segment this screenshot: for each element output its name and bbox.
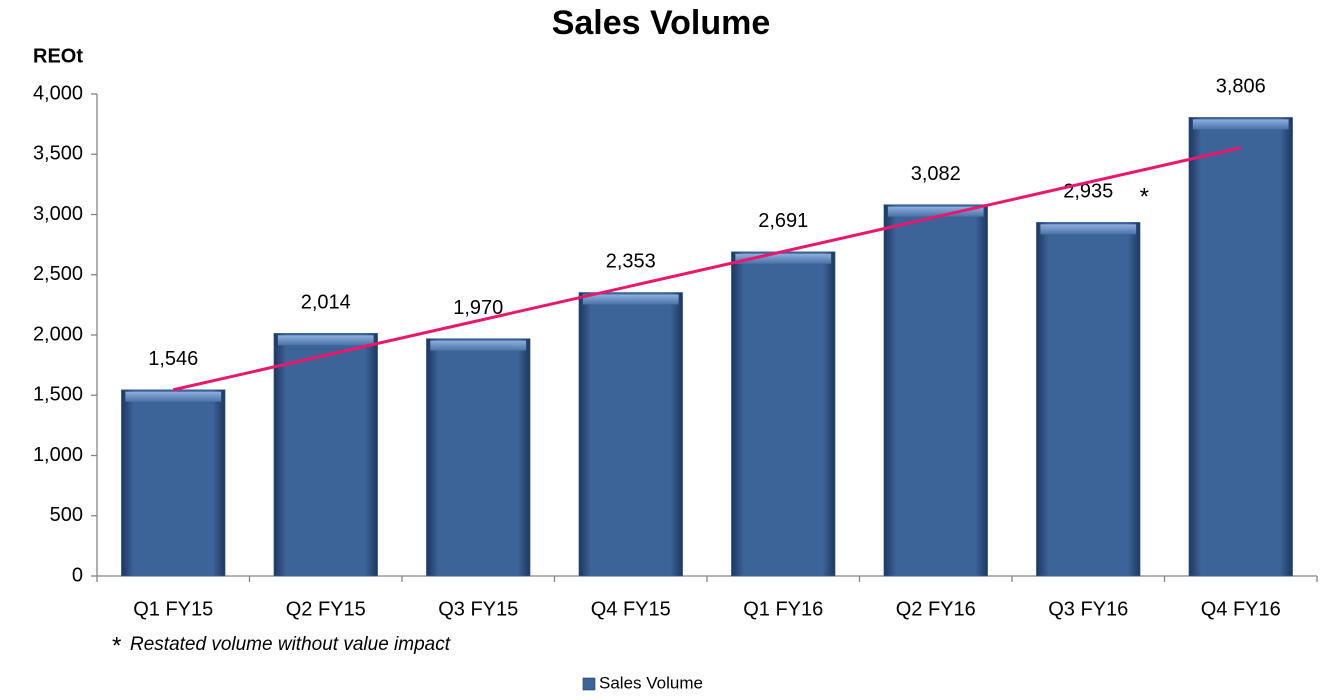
y-tick-label: 1,000 <box>33 444 83 466</box>
trendline <box>172 146 1242 392</box>
y-tick-label: 4,000 <box>33 82 83 104</box>
footnote: Restated volume without value impact <box>130 634 451 655</box>
x-tick-label: Q3 FY16 <box>1048 598 1128 620</box>
x-tick-label: Q1 FY16 <box>743 598 823 620</box>
bar-cap <box>277 335 374 346</box>
value-label: 2,935 <box>1063 181 1113 203</box>
x-tick-label: Q4 FY15 <box>591 598 671 620</box>
y-tick-label: 3,000 <box>33 203 83 225</box>
legend-swatch <box>582 677 596 691</box>
bar <box>1036 222 1141 577</box>
x-tick-label: Q1 FY15 <box>133 598 213 620</box>
bar <box>731 251 836 577</box>
bar-cap <box>1040 224 1137 235</box>
value-label: 1,970 <box>453 297 503 319</box>
bar <box>578 292 683 577</box>
footnote-marker: * <box>112 632 121 659</box>
bar-cap <box>887 206 984 217</box>
bar <box>273 333 378 577</box>
x-tick-label: Q3 FY15 <box>438 598 518 620</box>
value-label: 1,546 <box>148 348 198 370</box>
x-tick-label: Q2 FY15 <box>286 598 366 620</box>
y-tick-label: 1,500 <box>33 384 83 406</box>
value-label: 2,353 <box>606 251 656 273</box>
bar-cap <box>125 391 222 402</box>
bar-cap <box>735 253 832 264</box>
value-label: 2,691 <box>758 210 808 232</box>
bar <box>1188 117 1293 577</box>
bar-cap <box>430 340 527 351</box>
annotation: * <box>1140 184 1149 211</box>
legend-label: Sales Volume <box>599 673 703 692</box>
bar-cap <box>582 294 679 305</box>
value-label: 3,082 <box>911 163 961 185</box>
y-tick-label: 2,500 <box>33 263 83 285</box>
value-label: 2,014 <box>301 292 351 314</box>
y-tick-label: 2,000 <box>33 323 83 345</box>
y-axis-label: REOt <box>33 45 83 67</box>
bar <box>121 389 226 577</box>
x-tick-label: Q4 FY16 <box>1201 598 1281 620</box>
value-label: 3,806 <box>1216 76 1266 98</box>
bar <box>883 204 988 577</box>
bar-cap <box>1192 119 1289 130</box>
bar <box>426 338 531 577</box>
y-tick-label: 3,500 <box>33 143 83 165</box>
y-tick-label: 0 <box>72 564 83 586</box>
x-tick-label: Q2 FY16 <box>896 598 976 620</box>
y-tick-label: 500 <box>50 504 83 526</box>
chart-title: Sales Volume <box>552 4 771 42</box>
